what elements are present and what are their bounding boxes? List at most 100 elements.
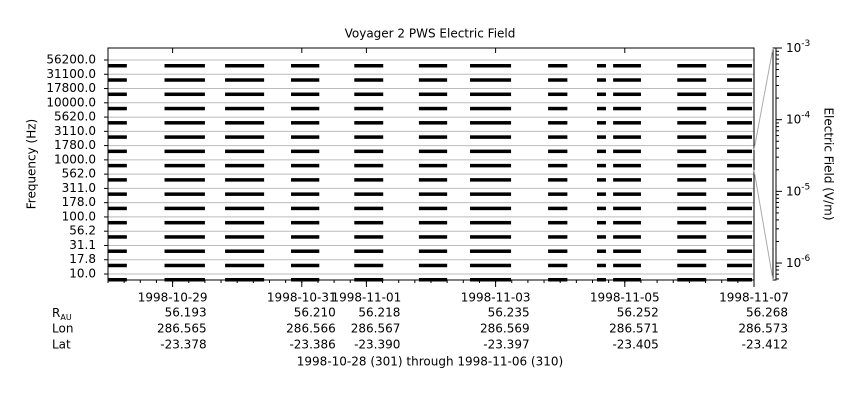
y-tick-label: 56200.0 [46, 53, 96, 67]
ephemeris-label: Lon [52, 322, 73, 336]
data-bar [596, 78, 606, 82]
data-bar [108, 64, 127, 68]
y-tick-label: 31.1 [69, 238, 96, 252]
data-bar [354, 64, 384, 68]
data-bar [225, 64, 265, 68]
data-bar [548, 121, 568, 125]
colorbar-connector [753, 47, 774, 151]
data-bar [677, 220, 707, 225]
data-bar [291, 92, 320, 97]
data-bar [548, 263, 568, 268]
data-bar [108, 121, 127, 125]
data-bar [727, 149, 752, 154]
data-bar [613, 135, 641, 139]
data-bar [354, 121, 384, 125]
ephemeris-value: 56.210 [294, 306, 336, 320]
data-bar [727, 178, 752, 182]
ephemeris-value: -23.397 [483, 338, 529, 352]
data-bar [291, 135, 320, 139]
data-bar [677, 149, 707, 154]
data-bar [613, 220, 641, 225]
data-bar [470, 206, 512, 211]
y-tick-label: 10.0 [69, 267, 96, 281]
data-bar [418, 78, 448, 82]
data-bar [677, 192, 707, 196]
data-bar [727, 235, 752, 239]
data-bar [291, 206, 320, 211]
data-bar [470, 121, 512, 125]
data-bar [108, 135, 127, 139]
data-bar [727, 206, 752, 211]
data-bar [418, 149, 448, 154]
data-bar [613, 121, 641, 125]
data-bar [225, 78, 265, 82]
y-tick-label: 1000.0 [54, 152, 96, 166]
data-bar [418, 106, 448, 111]
data-bar [225, 235, 265, 239]
data-bar [470, 249, 512, 253]
data-bar [596, 192, 606, 196]
data-bar [677, 92, 707, 97]
data-bar [596, 206, 606, 211]
data-bar [677, 106, 707, 111]
colorbar-tick-base: 10 [786, 41, 801, 55]
data-bar [291, 163, 320, 168]
ephemeris-value: 56.252 [617, 306, 659, 320]
colorbar-tick-exp: -6 [801, 254, 810, 264]
data-bar [727, 92, 752, 97]
ephemeris-value: 56.193 [165, 306, 207, 320]
data-bar [613, 235, 641, 239]
y-tick-label: 10000.0 [46, 95, 96, 109]
data-bar [291, 235, 320, 239]
data-bar [727, 192, 752, 196]
data-bar [108, 163, 127, 168]
data-bar [596, 263, 606, 268]
data-bar [418, 206, 448, 211]
data-bar [677, 178, 707, 182]
data-bar [108, 249, 127, 253]
data-bar [418, 135, 448, 139]
data-bar [596, 135, 606, 139]
data-bar [108, 106, 127, 111]
data-bar [164, 64, 205, 68]
data-bar [613, 64, 641, 68]
colorbar-tick-exp: -3 [801, 39, 810, 49]
data-bar [108, 263, 127, 268]
data-bar [470, 263, 512, 268]
data-bar [596, 64, 606, 68]
data-bar [164, 235, 205, 239]
ephemeris-label-sub: AU [60, 313, 71, 322]
colorbar-tick-exp: -5 [801, 182, 810, 192]
data-bar [225, 106, 265, 111]
data-bar [225, 92, 265, 97]
data-bar [677, 163, 707, 168]
colorbar-tick-exp: -4 [801, 110, 810, 120]
data-bar [164, 220, 205, 225]
data-bar [677, 78, 707, 82]
ephemeris-value: 56.218 [358, 306, 400, 320]
ephemeris-value: 286.569 [480, 322, 530, 336]
data-bar [727, 106, 752, 111]
ephemeris-value: 56.268 [746, 306, 788, 320]
ephemeris-value: -23.390 [354, 338, 400, 352]
data-bar [225, 121, 265, 125]
data-bar [108, 78, 127, 82]
data-bar [164, 263, 205, 268]
ephemeris-label: RAU [52, 306, 72, 322]
data-bar [470, 135, 512, 139]
data-bar [613, 263, 641, 268]
ephemeris-value: 56.235 [488, 306, 530, 320]
data-bar [470, 149, 512, 154]
x-tick-label: 1998-11-07 [719, 291, 789, 305]
footer: 1998-10-28 (301) through 1998-11-06 (310… [297, 355, 563, 369]
y-tick-label: 3110.0 [54, 124, 96, 138]
data-bar [354, 206, 384, 211]
data-bar [164, 121, 205, 125]
data-bar [108, 206, 127, 211]
data-bar [470, 192, 512, 196]
data-bar [225, 163, 265, 168]
data-bar [677, 206, 707, 211]
y-tick-label: 17800.0 [46, 81, 96, 95]
y-tick-label: 100.0 [62, 209, 96, 223]
x-tick-label: 1998-11-05 [590, 291, 660, 305]
